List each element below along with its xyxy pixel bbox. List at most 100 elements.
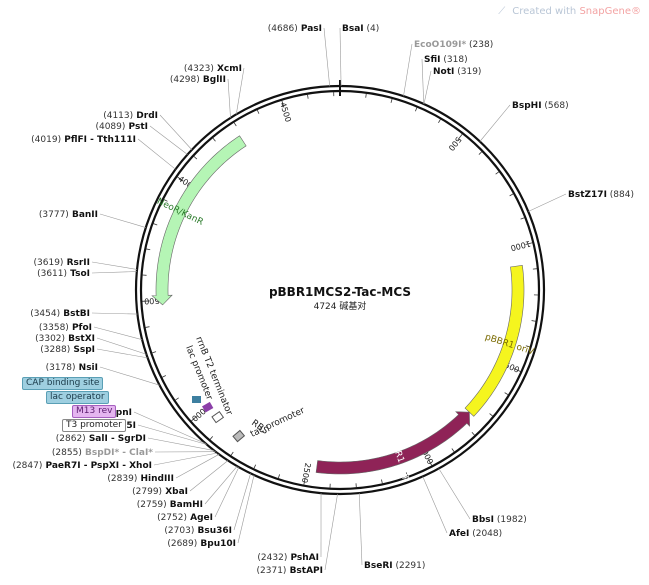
site-enzyme: Bpu10I [197,539,236,549]
restriction-site-label[interactable]: (2847) PaeR7I - PspXI - XhoI [12,461,152,471]
lac-operator-glyph [202,401,214,413]
ruler-tick [307,94,309,99]
site-leader-line [137,138,176,170]
m13-rev-tag: M13 rev [72,405,117,418]
restriction-site-label[interactable]: (3611) TsoI [37,269,90,279]
site-leader-line [137,424,207,445]
restriction-site-label[interactable]: (4298) BglII [170,75,226,85]
site-position: (4089) [95,122,125,132]
ruler-label: 4500 [278,101,293,123]
restriction-site-label[interactable]: (4089) PstI [95,122,148,132]
site-enzyme: DrdI [133,111,158,121]
restriction-site-label[interactable]: (3358) PfoI [39,323,92,333]
restriction-site-label[interactable]: (2799) XbaI [132,487,188,497]
site-enzyme: BbsI [472,515,494,525]
restriction-site-label[interactable]: SfiI (318) [424,55,468,65]
site-leader-line [91,271,137,274]
site-leader-line [175,454,220,479]
site-leader-line [421,58,425,104]
site-position: (3178) [46,363,76,373]
restriction-site-label[interactable]: (2862) SalI - SgrDI [56,434,146,444]
ruler-tick [520,217,525,220]
restriction-site-label[interactable]: (2703) Bsu36I [164,526,232,536]
restriction-site-label[interactable]: BstZ17I (884) [568,190,634,200]
restriction-site-label[interactable]: BseRI (2291) [364,561,425,571]
restriction-site-label[interactable]: (3777) BanII [39,210,98,220]
site-enzyme: PasI [298,24,322,34]
site-enzyme: NsiI [76,363,98,373]
restriction-site-label[interactable]: BsaI (4) [342,24,379,34]
site-position: (3611) [37,269,67,279]
site-leader-line [358,493,363,566]
ruler-tick [478,151,483,155]
restriction-site-label[interactable]: (2689) Bpu10I [167,539,236,549]
ruler-tick [281,100,285,108]
restriction-site-label[interactable]: (3619) RsrII [34,258,91,268]
site-leader-line [147,437,215,451]
site-position: (238) [466,40,493,50]
site-leader-line [438,468,471,520]
ruler-tick [256,109,260,114]
site-leader-line [99,213,146,228]
ruler-label: 500 [447,135,464,153]
restriction-site-label[interactable]: (4019) PflFI - Tth111I [31,135,136,145]
promoter-glyphs [192,396,246,443]
ruler-tick [146,248,151,251]
site-position: (2291) [393,561,426,571]
ruler-tick [428,459,433,466]
site-position: (4298) [170,75,200,85]
restriction-site-label[interactable]: (4686) PasI [268,24,322,34]
site-enzyme: TsoI [67,269,90,279]
site-enzyme: XbaI [162,487,188,497]
site-leader-line [479,104,511,142]
site-position: (2862) [56,434,86,444]
site-leader-line [96,337,147,355]
site-leader-line [237,474,255,544]
restriction-site-label[interactable]: (3454) BstBI [30,309,90,319]
restriction-site-label[interactable]: (4113) DrdI [103,111,158,121]
feature-arrow[interactable] [315,411,470,475]
ruler-tick [209,436,214,440]
restriction-site-label[interactable]: (3178) NsiI [46,363,98,373]
ruler-tick [495,171,500,175]
site-leader-lines [91,27,567,571]
feature-arrow[interactable] [151,135,247,306]
t3-promoter-tag: T3 promoter [62,419,126,432]
site-enzyme: PshAI [287,553,319,563]
site-leader-line [96,348,148,359]
ruler-tick [513,368,521,372]
tac-promoter-glyph [232,429,246,443]
restriction-site-label[interactable]: (2759) BamHI [137,500,203,510]
ruler-tick [531,320,536,322]
site-leader-line [153,452,218,466]
restriction-site-label[interactable]: (4323) XcmI [184,64,242,74]
restriction-site-label[interactable]: (2371) BstAPI [257,566,324,576]
restriction-site-label[interactable]: (3288) SspI [40,345,95,355]
site-position: (2752) [157,513,187,523]
restriction-site-label[interactable]: (2432) PshAI [257,553,319,563]
site-enzyme: BspDI* - ClaI* [82,448,153,458]
site-position: (4686) [268,24,298,34]
site-position: (2371) [257,566,287,576]
site-enzyme: BseRI [364,561,393,571]
restriction-site-label[interactable]: AfeI (2048) [449,529,502,539]
restriction-site-label[interactable]: EcoO109I* (238) [414,40,493,50]
site-enzyme: Bsu36I [194,526,232,536]
restriction-site-label[interactable]: BspHI (568) [512,101,569,111]
restriction-site-label[interactable]: (2839) HindIII [107,474,174,484]
site-enzyme: PfoI [69,323,92,333]
restriction-site-label[interactable]: (2855) BspDI* - ClaI* [52,448,153,458]
restriction-site-label[interactable]: NotI (319) [433,67,481,77]
site-position: (319) [454,67,481,77]
ruler-tick [253,464,257,469]
restriction-site-label[interactable]: (2752) AgeI [157,513,213,523]
restriction-site-label[interactable]: BbsI (1982) [472,515,527,525]
site-enzyme: NotI [433,67,454,77]
site-leader-line [133,411,207,445]
site-enzyme: AfeI [449,529,469,539]
restriction-site-label[interactable]: (3302) BstXI [35,334,95,344]
site-leader-line [403,43,413,97]
feature-arrow[interactable] [464,265,525,417]
site-position: (2839) [107,474,137,484]
